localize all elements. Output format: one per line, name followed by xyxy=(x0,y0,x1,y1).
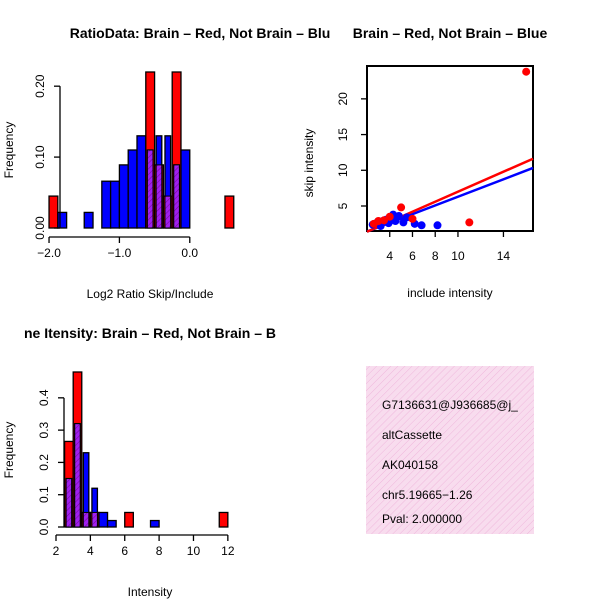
hist-bar-brain xyxy=(124,511,134,528)
y-tick-label: 20 xyxy=(336,92,350,106)
x-tick-label: −1.0 xyxy=(108,246,132,260)
x-tick-label: 6 xyxy=(121,544,128,558)
x-tick-label: 12 xyxy=(221,544,235,558)
y-tick-label: 15 xyxy=(336,128,350,142)
scatter-point-brain xyxy=(408,214,417,223)
hist-bar-overlap xyxy=(164,195,172,229)
hist-bar-not-brain xyxy=(106,519,117,528)
info-panel-background xyxy=(366,366,534,534)
y-tick-label: 0.10 xyxy=(33,145,47,169)
x-tick-label: 4 xyxy=(87,544,94,558)
x-tick-label: 14 xyxy=(497,249,511,263)
scatter-point-brain xyxy=(380,216,389,225)
y-tick-label: 0.2 xyxy=(37,454,51,471)
y-tick-label: 0.4 xyxy=(37,389,51,406)
hist-bar-overlap xyxy=(91,511,98,528)
ratio-histogram-axes: −2.0 −1.0 0.0 0.00 0.10 0.20 xyxy=(33,74,198,260)
info-pval: Pval: 2.000000 xyxy=(382,512,462,526)
hist-bar-overlap xyxy=(74,423,81,528)
ratio-histogram-ylabel: Frequency xyxy=(2,122,16,179)
x-tick-label: −2.0 xyxy=(37,246,61,260)
x-tick-label: 8 xyxy=(432,249,439,263)
x-tick-label: 8 xyxy=(156,544,163,558)
y-tick-label: 0.3 xyxy=(37,421,51,438)
hist-bar-brain xyxy=(218,511,229,528)
scatter-frame xyxy=(366,65,534,232)
y-tick-label: 0.1 xyxy=(37,486,51,503)
scatter-points xyxy=(368,67,531,230)
scatter-point-brain xyxy=(465,218,474,227)
info-line-accession: AK040158 xyxy=(382,458,438,472)
intensity-histogram-ylabel: Frequency xyxy=(2,422,16,479)
hist-bar-brain xyxy=(224,195,235,229)
scatter-point-brain xyxy=(397,203,406,212)
hist-bar-not-brain xyxy=(83,211,94,229)
intensity-histogram-bars xyxy=(63,371,229,528)
intensity-histogram-axes: 2 4 6 8 10 12 0.0 0.1 0.2 0.3 0.4 xyxy=(37,389,235,558)
info-line-type: altCassette xyxy=(382,428,442,442)
hist-bar-overlap xyxy=(146,149,154,229)
x-tick-label: 10 xyxy=(187,544,201,558)
hist-bar-not-brain xyxy=(149,519,160,528)
x-tick-label: 6 xyxy=(409,249,416,263)
info-panel: G7136631@J936685@j_ altCassette AK040158… xyxy=(366,366,534,534)
scatter-xlabel: include intensity xyxy=(407,286,492,300)
intensity-histogram: ne Itensity: Brain – Red, Not Brain – B … xyxy=(2,325,276,599)
ratio-histogram-bars xyxy=(48,71,235,229)
hist-bar-not-brain xyxy=(101,180,112,229)
ratio-histogram-title: RatioData: Brain – Red, Not Brain – Blu xyxy=(70,25,331,41)
hist-bar-not-brain xyxy=(57,211,68,229)
y-tick-label: 0.20 xyxy=(33,74,47,98)
scatter-point-brain xyxy=(522,67,531,76)
hist-bar-overlap xyxy=(173,164,180,229)
y-tick-label: 0.0 xyxy=(37,518,51,535)
intensity-histogram-xlabel: Intensity xyxy=(128,585,173,599)
hist-bar-overlap xyxy=(65,478,73,528)
intensity-histogram-title: ne Itensity: Brain – Red, Not Brain – B xyxy=(24,325,276,341)
hist-bar-not-brain xyxy=(136,135,147,229)
hist-bar-not-brain xyxy=(118,164,129,229)
info-line-location: chr5.19665−1.26 xyxy=(382,488,473,502)
hist-bar-overlap xyxy=(82,511,90,528)
ratio-histogram: RatioData: Brain – Red, Not Brain – Blu … xyxy=(2,25,330,301)
hist-bar-overlap xyxy=(155,164,163,229)
scatter-ylabel: skip intensity xyxy=(302,129,316,198)
scatter-point-brain xyxy=(385,212,394,221)
scatter-point-not-brain xyxy=(433,221,442,230)
info-line-id: G7136631@J936685@j_ xyxy=(382,398,518,412)
ratio-histogram-xlabel: Log2 Ratio Skip/Include xyxy=(87,287,214,301)
scatter-title: Brain – Red, Not Brain – Blue xyxy=(353,25,548,41)
hist-bar-not-brain xyxy=(127,149,138,229)
hist-bar-not-brain xyxy=(109,180,121,229)
scatter-axes: 4 6 8 10 14 5 10 15 20 xyxy=(336,92,510,263)
y-tick-label: 10 xyxy=(336,163,350,177)
hist-bar-not-brain xyxy=(98,511,109,528)
x-tick-label: 0.0 xyxy=(181,246,198,260)
scatter-point-not-brain xyxy=(417,221,426,230)
y-tick-label: 0.00 xyxy=(33,216,47,240)
intensity-scatter: Brain – Red, Not Brain – Blue 4 6 8 10 14 5 10… xyxy=(302,25,547,300)
x-tick-label: 2 xyxy=(53,544,60,558)
x-tick-label: 4 xyxy=(386,249,393,263)
hist-bar-brain xyxy=(48,195,59,229)
hist-bar-not-brain xyxy=(180,149,191,229)
y-tick-label: 5 xyxy=(336,202,350,209)
scatter-point-not-brain xyxy=(394,212,403,220)
x-tick-label: 10 xyxy=(451,249,465,263)
